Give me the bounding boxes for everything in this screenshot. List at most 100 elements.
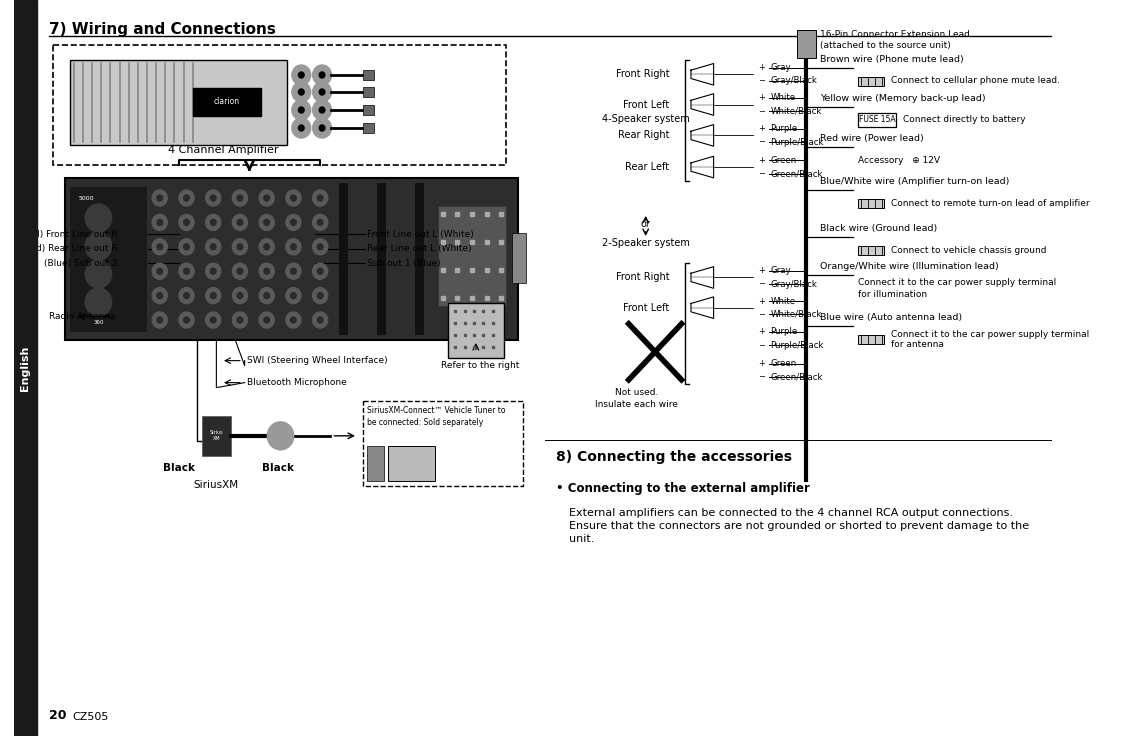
Circle shape: [291, 317, 296, 323]
Circle shape: [237, 317, 242, 323]
Circle shape: [178, 263, 194, 279]
Text: Bluetooth Microphone: Bluetooth Microphone: [247, 378, 347, 387]
Text: White/Black: White/Black: [770, 310, 821, 319]
Text: Connect to remote turn-on lead of amplifier: Connect to remote turn-on lead of amplif…: [891, 199, 1089, 208]
Text: Purple: Purple: [770, 328, 798, 336]
Circle shape: [291, 268, 296, 275]
Circle shape: [157, 268, 163, 275]
Bar: [339, 183, 349, 335]
Text: Front Line out L (White): Front Line out L (White): [367, 230, 475, 238]
Circle shape: [153, 238, 167, 255]
Circle shape: [313, 82, 331, 102]
Polygon shape: [691, 156, 714, 178]
Circle shape: [313, 214, 328, 230]
Circle shape: [85, 232, 111, 260]
Text: +: +: [758, 328, 765, 336]
Circle shape: [205, 288, 221, 304]
Text: SiriusXM-Connect™ Vehicle Tuner to
be connected: Sold separately: SiriusXM-Connect™ Vehicle Tuner to be co…: [367, 406, 506, 427]
Circle shape: [298, 89, 304, 95]
Circle shape: [264, 317, 269, 323]
Bar: [858, 113, 895, 127]
Text: Purple/Black: Purple/Black: [770, 341, 824, 350]
Text: 4 Channel Amplifier: 4 Channel Amplifier: [167, 145, 278, 155]
Polygon shape: [691, 124, 714, 146]
Bar: [388, 446, 435, 481]
Text: Sub out 1 (Blue): Sub out 1 (Blue): [367, 259, 441, 268]
Circle shape: [184, 219, 190, 225]
Text: White/Black: White/Black: [770, 107, 821, 116]
Text: clarion: clarion: [213, 97, 240, 107]
Text: Black wire (Ground lead): Black wire (Ground lead): [820, 224, 938, 233]
Text: −: −: [758, 107, 765, 116]
Circle shape: [184, 195, 190, 201]
Bar: [362, 123, 374, 133]
Circle shape: [211, 317, 217, 323]
Circle shape: [259, 263, 274, 279]
Circle shape: [237, 195, 242, 201]
Circle shape: [320, 89, 325, 95]
Circle shape: [205, 263, 221, 279]
Bar: [70, 186, 147, 332]
Text: 16-Pin Connector Extension Lead
(attached to the source unit): 16-Pin Connector Extension Lead (attache…: [820, 29, 971, 50]
Circle shape: [178, 312, 194, 328]
Polygon shape: [691, 63, 714, 85]
Circle shape: [755, 356, 769, 371]
Bar: [202, 416, 230, 456]
Text: 2-Speaker system: 2-Speaker system: [601, 238, 690, 248]
Text: Green: Green: [770, 359, 797, 368]
Circle shape: [755, 277, 769, 291]
Circle shape: [232, 312, 248, 328]
Text: +: +: [758, 156, 765, 165]
Text: External amplifiers can be connected to the 4 channel RCA output connections.: External amplifiers can be connected to …: [569, 508, 1013, 518]
Circle shape: [264, 244, 269, 250]
Bar: [512, 233, 526, 283]
Circle shape: [313, 288, 328, 304]
Bar: [362, 401, 523, 486]
Text: +: +: [758, 359, 765, 368]
Circle shape: [259, 288, 274, 304]
Text: Purple: Purple: [770, 124, 798, 133]
Circle shape: [286, 288, 301, 304]
Circle shape: [755, 325, 769, 339]
Bar: [193, 88, 260, 116]
Circle shape: [237, 268, 242, 275]
Text: 8) Connecting the accessories: 8) Connecting the accessories: [557, 450, 792, 464]
Text: −: −: [758, 138, 765, 146]
Text: Refer to the right: Refer to the right: [441, 361, 519, 370]
Circle shape: [178, 214, 194, 230]
Circle shape: [211, 293, 217, 299]
Circle shape: [237, 244, 242, 250]
Circle shape: [153, 312, 167, 328]
Circle shape: [85, 288, 111, 316]
Text: +: +: [758, 124, 765, 133]
Circle shape: [286, 263, 301, 279]
Circle shape: [291, 244, 296, 250]
Text: Green/Black: Green/Black: [770, 372, 822, 381]
Text: SWI (Steering Wheel Interface): SWI (Steering Wheel Interface): [247, 356, 387, 365]
Circle shape: [318, 293, 323, 299]
Circle shape: [318, 219, 323, 225]
Bar: [438, 206, 506, 306]
Circle shape: [211, 219, 217, 225]
Circle shape: [157, 195, 163, 201]
Circle shape: [259, 190, 274, 206]
Circle shape: [211, 244, 217, 250]
Bar: [797, 30, 816, 58]
Text: Brown wire (Phone mute lead): Brown wire (Phone mute lead): [820, 54, 964, 64]
Circle shape: [157, 293, 163, 299]
Circle shape: [85, 260, 111, 288]
Circle shape: [211, 195, 217, 201]
Text: +: +: [758, 266, 765, 275]
Text: +: +: [758, 93, 765, 102]
Circle shape: [153, 190, 167, 206]
Circle shape: [286, 214, 301, 230]
Circle shape: [755, 307, 769, 322]
Circle shape: [313, 100, 331, 120]
Text: English: English: [20, 345, 30, 391]
Circle shape: [755, 338, 769, 353]
Circle shape: [178, 288, 194, 304]
Circle shape: [259, 238, 274, 255]
Circle shape: [755, 166, 769, 181]
Text: (Blue) Sub out 2: (Blue) Sub out 2: [44, 259, 118, 268]
Circle shape: [205, 238, 221, 255]
